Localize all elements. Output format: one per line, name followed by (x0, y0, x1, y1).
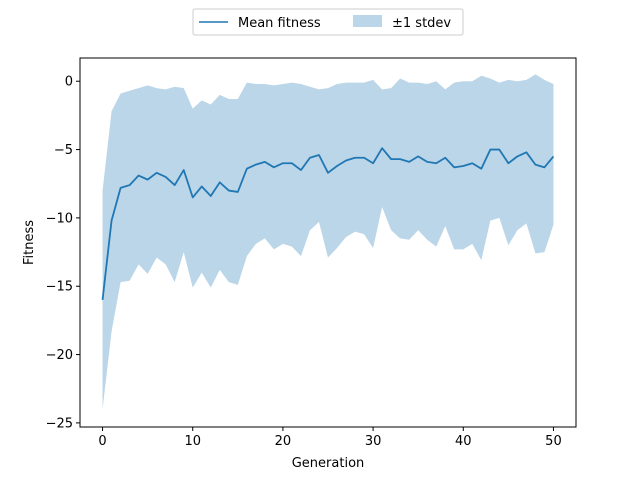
y-tick-label: 0 (65, 75, 73, 90)
mean-fitness-point (174, 184, 176, 186)
y-axis-label: Fitness (22, 220, 37, 265)
mean-fitness-point (156, 172, 158, 174)
mean-fitness-point (471, 162, 473, 164)
y-tick-label: −20 (46, 348, 73, 363)
mean-fitness-point (282, 162, 284, 164)
x-axis: 0 10 20 30 40 50 (98, 427, 562, 449)
y-tick-label: −25 (46, 416, 73, 431)
mean-fitness-point (552, 155, 554, 157)
mean-fitness-point (228, 190, 230, 192)
mean-fitness-point (219, 181, 221, 183)
mean-fitness-point (273, 166, 275, 168)
mean-fitness-point (408, 161, 410, 163)
mean-fitness-point (201, 185, 203, 187)
y-tick-label: −10 (46, 211, 73, 226)
mean-fitness-point (426, 161, 428, 163)
mean-fitness-point (390, 158, 392, 160)
mean-fitness-point (534, 164, 536, 166)
x-tick-label: 20 (275, 434, 292, 449)
stdev-band (102, 74, 554, 410)
mean-fitness-point (237, 191, 239, 193)
x-tick-label: 30 (365, 434, 382, 449)
mean-fitness-point (543, 166, 545, 168)
mean-fitness-point (111, 220, 113, 222)
mean-fitness-point (147, 179, 149, 181)
mean-fitness-point (210, 195, 212, 197)
mean-fitness-point (327, 172, 329, 174)
mean-fitness-point (480, 168, 482, 170)
x-tick-label: 40 (455, 434, 472, 449)
x-tick-label: 0 (98, 434, 106, 449)
y-tick-label: −5 (54, 143, 73, 158)
mean-fitness-point (102, 299, 104, 301)
mean-fitness-point (489, 149, 491, 151)
mean-fitness-point (372, 162, 374, 164)
mean-fitness-point (183, 169, 185, 171)
axes-frame (79, 57, 577, 428)
mean-fitness-point (363, 157, 365, 159)
mean-fitness-point (129, 184, 131, 186)
mean-fitness-point (318, 154, 320, 156)
legend: Mean fitness ±1 stdev (192, 8, 464, 36)
x-axis-label: Generation (292, 456, 365, 471)
mean-fitness-point (435, 162, 437, 164)
mean-fitness-point (507, 162, 509, 164)
x-tick-label: 10 (184, 434, 201, 449)
mean-fitness-point (381, 147, 383, 149)
mean-fitness-point (255, 164, 257, 166)
mean-fitness-point (516, 155, 518, 157)
mean-fitness-line (101, 147, 555, 301)
mean-fitness-point (399, 158, 401, 160)
mean-fitness-point (192, 196, 194, 198)
y-axis: 0 −5 −10 −15 −20 −25 (46, 75, 80, 431)
mean-fitness-point (417, 155, 419, 157)
mean-fitness-point (291, 162, 293, 164)
mean-fitness-point (309, 157, 311, 159)
mean-fitness-point (444, 157, 446, 159)
mean-fitness-point (345, 160, 347, 162)
mean-fitness-point (246, 168, 248, 170)
mean-fitness-point (336, 165, 338, 167)
mean-fitness-point (462, 165, 464, 167)
plot-area (101, 74, 555, 410)
x-tick-label: 50 (545, 434, 562, 449)
mean-fitness-point (120, 187, 122, 189)
legend-stdev-swatch (353, 15, 382, 27)
mean-fitness-point (525, 151, 527, 153)
legend-stdev-label: ±1 stdev (392, 16, 451, 31)
legend-mean-fitness-label: Mean fitness (238, 16, 321, 31)
mean-fitness-point (354, 157, 356, 159)
y-tick-label: −15 (46, 280, 73, 295)
mean-fitness-point (300, 169, 302, 171)
mean-fitness-point (498, 149, 500, 151)
mean-fitness-point (264, 161, 266, 163)
mean-fitness-point (453, 166, 455, 168)
mean-fitness-point (165, 176, 167, 178)
legend-box (192, 8, 464, 36)
mean-fitness-point (138, 175, 140, 177)
